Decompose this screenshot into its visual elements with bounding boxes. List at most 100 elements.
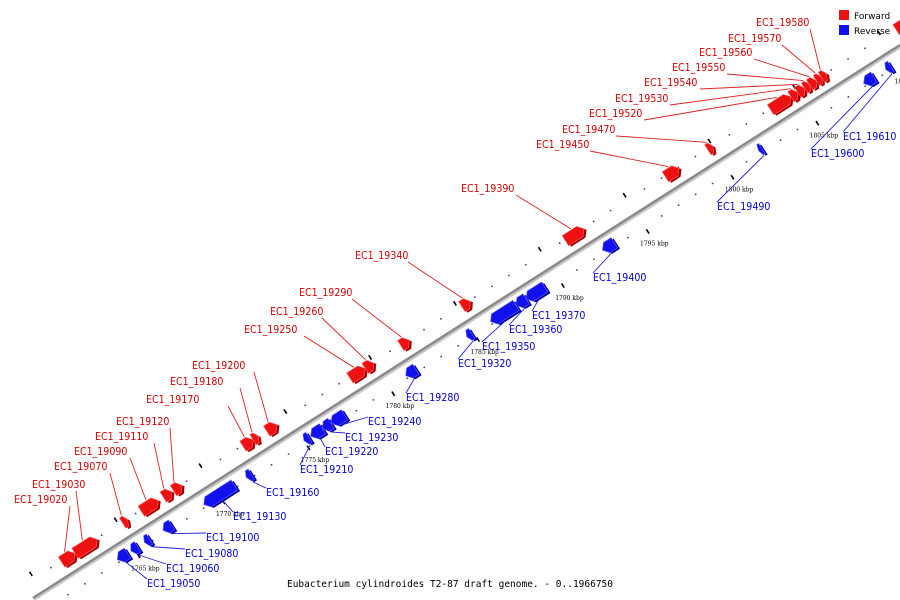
gene-ec1-19280[interactable] [402, 363, 422, 382]
legend-reverse-swatch [839, 25, 849, 35]
gene-label: EC1_19340 [355, 250, 408, 262]
leader-line [252, 481, 267, 489]
minor-tick [117, 561, 120, 564]
gene-ec1-19530[interactable] [787, 87, 804, 104]
gene-ec1-19520[interactable] [766, 91, 796, 117]
gene-label: EC1_19030 [32, 479, 85, 491]
gene-body [310, 423, 327, 440]
gene-ec1-19030[interactable] [71, 533, 103, 560]
leader-line [321, 317, 366, 361]
gene-ec1-19390[interactable] [561, 223, 590, 248]
major-tick [537, 246, 542, 252]
gene-label: EC1_19400 [593, 272, 646, 284]
axis-shadow [33, 45, 900, 600]
gene-unlabeled[interactable] [892, 11, 900, 37]
gene-ec1-19260[interactable] [361, 357, 379, 375]
gene-ec1-19070[interactable] [118, 514, 133, 530]
gene-body [465, 328, 476, 341]
gene-ec1-19240[interactable] [328, 409, 351, 430]
gene-body [143, 533, 154, 547]
minor-tick [134, 512, 137, 515]
minor-tick [762, 112, 765, 115]
gene-ec1-19130[interactable] [201, 479, 241, 511]
gene-ec1-19170[interactable] [239, 434, 259, 453]
minor-tick [728, 133, 731, 136]
minor-tick [847, 58, 849, 61]
gene-ec1-19470[interactable] [704, 141, 719, 157]
gene-ec1-19250[interactable] [346, 362, 371, 385]
gene-label: EC1_19220 [325, 446, 378, 458]
minor-tick [660, 215, 663, 217]
gene-ec1-19600[interactable] [860, 71, 880, 90]
gene-body [322, 417, 335, 432]
gene-ec1-19200[interactable] [263, 419, 283, 438]
major-tick [707, 138, 712, 144]
gene-ec1-19160[interactable] [243, 468, 258, 484]
leader-line [109, 472, 122, 516]
leader-line [351, 298, 402, 338]
gene-ec1-19180[interactable] [249, 431, 264, 447]
gene-ec1-19210[interactable] [301, 431, 315, 447]
legend-forward-label: Forward [854, 12, 890, 22]
gene-ec1-19490[interactable] [755, 143, 768, 158]
leader-line [643, 96, 778, 121]
tick-label: 1765 kbp [131, 565, 160, 572]
minor-tick [423, 328, 425, 331]
gene-ec1-19450[interactable] [661, 162, 685, 183]
legend: Forward Reverse [839, 10, 891, 37]
leader-line [531, 298, 540, 312]
leader-line [716, 155, 765, 203]
leader-line [809, 28, 821, 70]
gene-ec1-19400[interactable] [599, 237, 621, 257]
gene-ec1-19060[interactable] [128, 541, 144, 558]
gene-body [137, 497, 159, 517]
gene-label: EC1_19600 [811, 148, 864, 160]
minor-tick [694, 155, 697, 158]
leader-line [125, 561, 148, 580]
gene-body [346, 365, 366, 384]
gene-label: EC1_19530 [615, 93, 668, 105]
gene-ec1-19230[interactable] [319, 417, 337, 435]
gene-ec1-19560[interactable] [805, 75, 822, 92]
gene-ec1-19610[interactable] [882, 60, 897, 76]
leader-line [319, 438, 326, 448]
gene-label: EC1_19390 [461, 183, 514, 195]
gene-body [704, 142, 715, 156]
leader-line [592, 252, 613, 274]
minor-tick [694, 193, 697, 196]
gene-ec1-19090[interactable] [137, 494, 164, 518]
minor-tick [558, 242, 561, 244]
minor-tick [101, 572, 103, 574]
gene-ec1-19290[interactable] [397, 334, 415, 352]
minor-tick [524, 263, 527, 266]
leader-line [153, 442, 165, 489]
gene-ec1-19080[interactable] [141, 533, 156, 549]
gene-ec1-19100[interactable] [160, 519, 178, 537]
gene-ec1-19110[interactable] [159, 486, 177, 504]
minor-tick [440, 317, 442, 320]
gene-body [812, 73, 823, 87]
gene-ec1-19320[interactable] [464, 328, 478, 344]
gene-ec1-19540[interactable] [794, 82, 810, 99]
gene-ec1-19120[interactable] [169, 479, 187, 497]
gene-label: EC1_19260 [270, 306, 323, 318]
gene-ec1-19360[interactable] [513, 293, 532, 312]
gene-ec1-19370[interactable] [523, 281, 551, 306]
gene-ec1-19350[interactable] [487, 299, 522, 328]
gene-label: EC1_19240 [368, 416, 421, 428]
gene-ec1-19580[interactable] [817, 68, 832, 84]
gene-ec1-19050[interactable] [114, 547, 134, 566]
gene-label: EC1_19060 [166, 563, 219, 575]
minor-tick [49, 566, 52, 569]
minor-tick [338, 382, 341, 385]
gene-ec1-19340[interactable] [458, 295, 476, 313]
gene-ec1-19020[interactable] [57, 547, 81, 569]
leader-line [615, 135, 707, 143]
minor-tick [473, 296, 476, 299]
gene-body [892, 14, 900, 36]
gene-ec1-19220[interactable] [307, 423, 329, 443]
gene-label: EC1_19210 [300, 464, 353, 476]
gene-body [118, 515, 129, 529]
minor-tick [219, 458, 222, 461]
minor-tick [270, 463, 273, 466]
